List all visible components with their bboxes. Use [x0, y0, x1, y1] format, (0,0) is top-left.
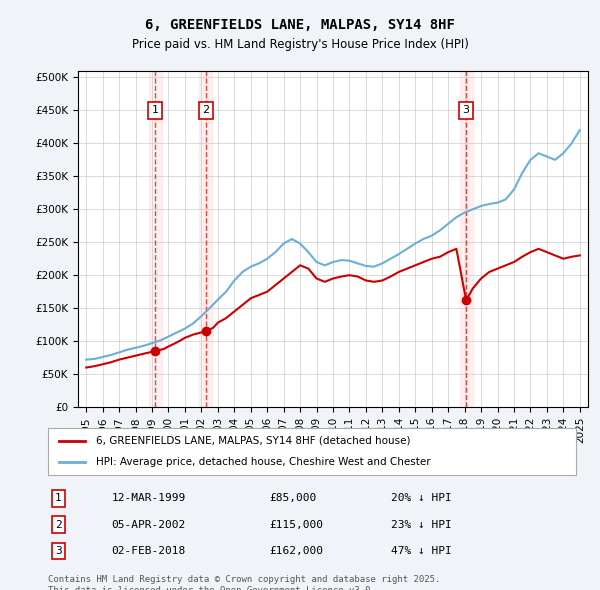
- Text: 2: 2: [202, 106, 209, 116]
- Text: 6, GREENFIELDS LANE, MALPAS, SY14 8HF: 6, GREENFIELDS LANE, MALPAS, SY14 8HF: [145, 18, 455, 32]
- Text: £85,000: £85,000: [270, 493, 317, 503]
- Text: 23% ↓ HPI: 23% ↓ HPI: [391, 520, 452, 530]
- Text: 47% ↓ HPI: 47% ↓ HPI: [391, 546, 452, 556]
- Text: 1: 1: [152, 106, 159, 116]
- Text: 1: 1: [55, 493, 62, 503]
- Text: HPI: Average price, detached house, Cheshire West and Chester: HPI: Average price, detached house, Ches…: [95, 457, 430, 467]
- Text: 3: 3: [55, 546, 62, 556]
- Text: 02-FEB-2018: 02-FEB-2018: [112, 546, 185, 556]
- Text: 12-MAR-1999: 12-MAR-1999: [112, 493, 185, 503]
- Text: £162,000: £162,000: [270, 546, 324, 556]
- Text: Contains HM Land Registry data © Crown copyright and database right 2025.
This d: Contains HM Land Registry data © Crown c…: [48, 575, 440, 590]
- Text: 6, GREENFIELDS LANE, MALPAS, SY14 8HF (detached house): 6, GREENFIELDS LANE, MALPAS, SY14 8HF (d…: [95, 436, 410, 446]
- Bar: [149, 71, 162, 407]
- Text: 2: 2: [55, 520, 62, 530]
- Bar: [460, 71, 473, 407]
- Text: 20% ↓ HPI: 20% ↓ HPI: [391, 493, 452, 503]
- Text: 3: 3: [463, 106, 470, 116]
- Text: Price paid vs. HM Land Registry's House Price Index (HPI): Price paid vs. HM Land Registry's House …: [131, 38, 469, 51]
- Bar: [199, 71, 212, 407]
- Text: £115,000: £115,000: [270, 520, 324, 530]
- Text: 05-APR-2002: 05-APR-2002: [112, 520, 185, 530]
